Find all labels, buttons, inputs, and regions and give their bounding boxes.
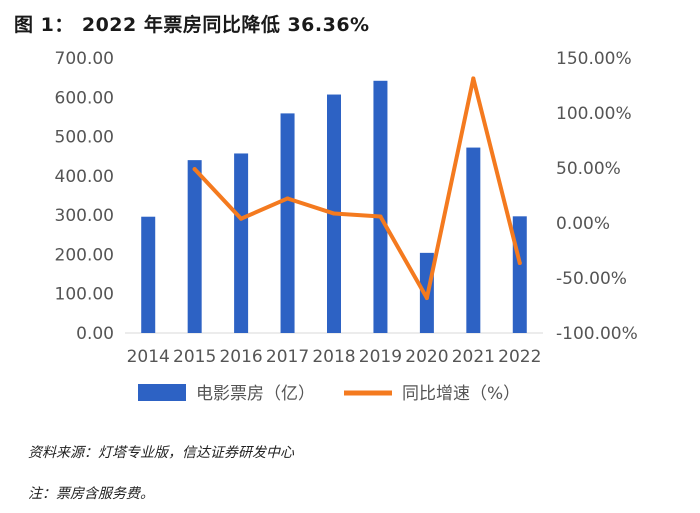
source-note: 资料来源：灯塔专业版，信达证券研发中心: [28, 445, 294, 461]
x-axis-tick-label: 2021: [452, 347, 495, 367]
bar-2015: [187, 160, 202, 333]
right-axis-tick-label: 150.00%: [556, 49, 632, 69]
right-axis-tick-label: -100.00%: [556, 324, 638, 344]
left-axis-tick-label: 600.00: [55, 88, 114, 108]
left-axis-tick-label: 400.00: [55, 167, 114, 187]
growth-rate-point-2018: [332, 211, 336, 216]
x-axis-tick-label: 2017: [266, 347, 309, 367]
left-axis-tick-label: 300.00: [55, 206, 114, 226]
bar-2017: [280, 113, 295, 334]
growth-rate-point-2021: [471, 76, 476, 81]
bar-2014: [141, 216, 156, 333]
left-axis-tick-label: 0.00: [76, 324, 114, 344]
bar-2021: [466, 147, 481, 333]
footnote: 注：票房含服务费。: [28, 486, 154, 502]
x-axis-tick-label: 2020: [405, 347, 448, 367]
left-axis-tick-label: 100.00: [55, 285, 114, 305]
right-axis-tick-label: 50.00%: [556, 159, 621, 179]
growth-rate-point-2016: [239, 216, 244, 221]
legend-bar-swatch: [138, 384, 186, 401]
plot-area: 0.00 100.00 200.00 300.00 400.00 500.00 600.00…: [55, 49, 638, 404]
x-axis-tick-label: 2019: [359, 347, 402, 367]
right-axis-tick-label: 0.00%: [556, 214, 610, 234]
figure-title: 图 1： 2022 年票房同比降低 36.36%: [14, 10, 378, 37]
x-axis-tick-label: 2022: [498, 347, 541, 367]
figure-label: 图 1：: [14, 14, 74, 36]
x-axis-tick-label: 2018: [312, 347, 355, 367]
right-axis-tick-label: 100.00%: [556, 104, 632, 124]
bar-2019: [373, 80, 388, 334]
growth-rate-point-2020: [424, 296, 429, 301]
bar-2016: [234, 153, 249, 333]
growth-rate-point-2019: [378, 214, 383, 219]
chart: 0.00 100.00 200.00 300.00 400.00 500.00 600.00…: [55, 49, 638, 404]
x-axis-tick-label: 2016: [219, 347, 262, 367]
left-axis-tick-label: 500.00: [55, 128, 114, 148]
growth-rate-point-2015: [192, 167, 197, 172]
bar-2022: [512, 216, 527, 333]
growth-rate-line: [192, 76, 522, 301]
left-axis-tick-label: 200.00: [55, 245, 114, 265]
growth-rate-point-2017: [285, 196, 290, 201]
x-axis-tick-label: 2015: [173, 347, 216, 367]
figure-title-text: 2022 年票房同比降低 36.36%: [81, 14, 370, 36]
growth-rate-point-2022: [517, 260, 522, 265]
right-axis-tick-label: -50.00%: [556, 269, 627, 289]
left-axis-tick-label: 700.00: [55, 49, 114, 69]
x-axis-tick-label: 2014: [127, 347, 170, 367]
legend-line-label: 同比增速（%）: [402, 384, 520, 404]
legend-bar-label: 电影票房（亿）: [196, 384, 315, 404]
